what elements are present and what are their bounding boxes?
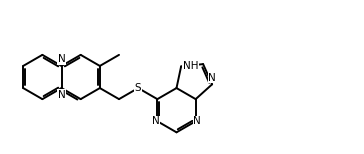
Text: N: N	[152, 116, 160, 126]
Text: NH: NH	[183, 61, 198, 71]
Text: N: N	[208, 73, 216, 83]
Text: N: N	[58, 90, 66, 100]
Text: N: N	[193, 116, 201, 126]
Text: N: N	[58, 54, 66, 64]
Text: S: S	[135, 83, 142, 93]
